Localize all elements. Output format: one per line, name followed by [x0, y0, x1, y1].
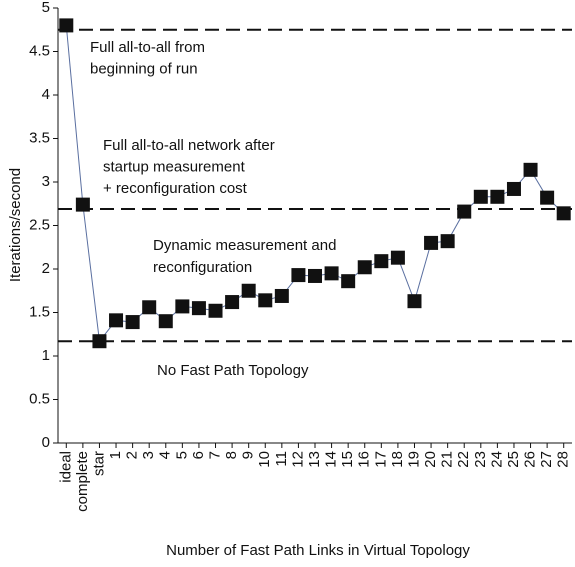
x-tick-label: 8 [223, 451, 240, 459]
marker [109, 313, 124, 328]
x-axis-label: Number of Fast Path Links in Virtual Top… [166, 542, 470, 559]
marker [407, 294, 422, 309]
x-tick-label: 21 [439, 451, 456, 468]
x-tick-label: 23 [472, 451, 489, 468]
annotation: Full all-to-all from [90, 39, 205, 56]
y-tick-label: 1 [42, 347, 50, 364]
y-tick-label: 4.5 [29, 42, 50, 59]
x-tick-label: 10 [256, 451, 273, 468]
annotation: beginning of run [90, 60, 198, 77]
x-tick-label: 22 [455, 451, 472, 468]
x-tick-label: complete [74, 451, 91, 512]
marker [92, 334, 107, 349]
y-tick-label: 2 [42, 260, 50, 277]
x-tick-label: 13 [306, 451, 323, 468]
x-tick-label: 20 [422, 451, 439, 468]
marker [556, 206, 571, 221]
x-tick-label: 9 [240, 451, 257, 459]
x-tick-label: 2 [124, 451, 141, 459]
marker [258, 293, 273, 308]
x-tick-label: ideal [57, 451, 74, 483]
x-tick-label: 6 [190, 451, 207, 459]
annotation: Full all-to-all network after [103, 137, 275, 154]
y-tick-label: 2.5 [29, 216, 50, 233]
y-tick-label: 4 [42, 86, 50, 103]
y-axis-label: Iterations/second [7, 168, 24, 282]
y-tick-label: 5 [42, 0, 50, 16]
annotation: + reconfiguration cost [103, 180, 248, 197]
marker [374, 254, 389, 269]
x-tick-label: 1 [107, 451, 124, 459]
marker [324, 266, 339, 281]
x-tick-label: 27 [538, 451, 555, 468]
y-tick-label: 0.5 [29, 390, 50, 407]
marker [142, 300, 157, 315]
marker [457, 204, 472, 219]
annotation: Dynamic measurement and [153, 237, 336, 254]
marker [291, 268, 306, 283]
marker [523, 162, 538, 177]
annotation: No Fast Path Topology [157, 362, 309, 379]
marker [506, 181, 521, 196]
y-tick-label: 3.5 [29, 129, 50, 146]
marker [357, 260, 372, 275]
annotation: startup measurement [103, 158, 246, 175]
marker [59, 18, 74, 33]
marker [390, 250, 405, 265]
marker [191, 301, 206, 316]
x-tick-label: 16 [356, 451, 373, 468]
marker [440, 234, 455, 249]
x-tick-label: 5 [173, 451, 190, 459]
marker [341, 274, 356, 289]
y-tick-label: 1.5 [29, 303, 50, 320]
marker [158, 314, 173, 329]
annotation: reconfiguration [153, 259, 252, 276]
x-tick-label: 24 [488, 451, 505, 468]
marker [241, 283, 256, 298]
marker [225, 295, 240, 310]
x-tick-label: 12 [289, 451, 306, 468]
marker [75, 197, 90, 212]
marker [175, 299, 190, 314]
x-tick-label: 18 [389, 451, 406, 468]
marker [473, 189, 488, 204]
x-tick-label: 7 [206, 451, 223, 459]
x-tick-label: star [90, 451, 107, 476]
x-tick-label: 19 [405, 451, 422, 468]
marker [274, 288, 289, 303]
marker [490, 189, 505, 204]
x-tick-label: 17 [372, 451, 389, 468]
x-tick-label: 3 [140, 451, 157, 459]
marker [424, 235, 439, 250]
y-tick-label: 0 [42, 434, 50, 451]
marker [208, 303, 223, 318]
x-tick-label: 26 [522, 451, 539, 468]
x-tick-label: 28 [555, 451, 572, 468]
x-tick-label: 11 [273, 451, 290, 467]
x-tick-label: 15 [339, 451, 356, 468]
x-tick-label: 25 [505, 451, 522, 468]
x-tick-label: 14 [323, 451, 340, 468]
y-tick-label: 3 [42, 173, 50, 190]
marker [540, 190, 555, 205]
marker [125, 315, 140, 330]
marker [308, 268, 322, 283]
x-tick-label: 4 [157, 451, 174, 459]
